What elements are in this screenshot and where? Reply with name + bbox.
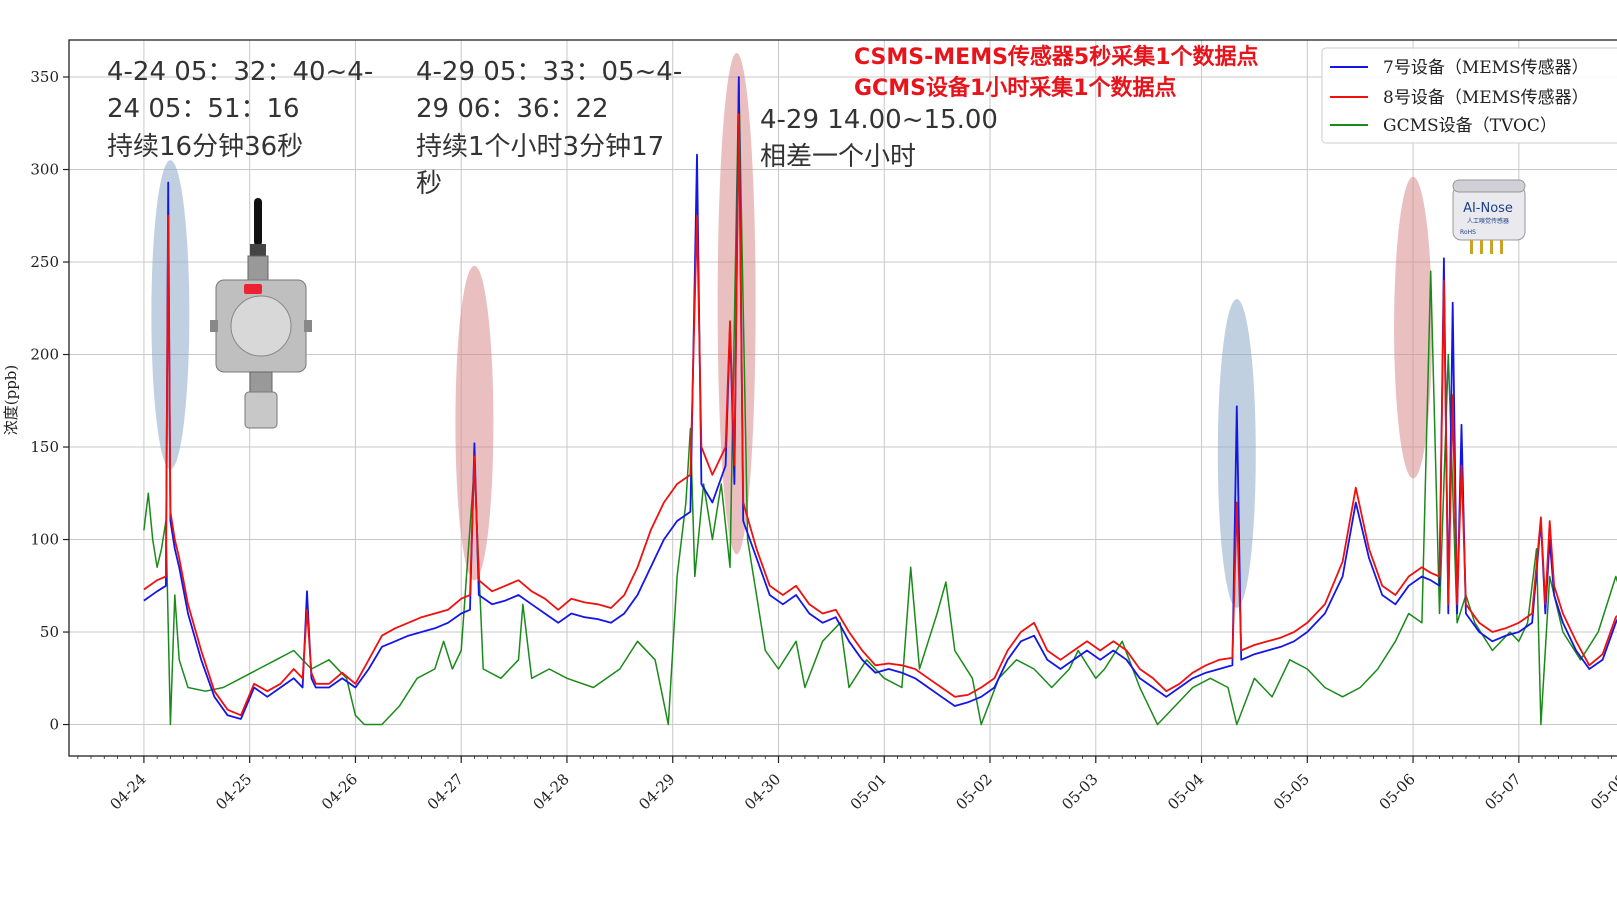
annotation-line: 秒 <box>416 169 442 199</box>
y-tick-label: 350 <box>30 68 59 86</box>
highlight-ellipse <box>1394 176 1433 479</box>
sensor-subtitle: 人工嗅觉传感器 <box>1467 217 1509 225</box>
series-line-8 <box>143 113 1617 717</box>
y-tick-label: 100 <box>30 531 59 549</box>
x-tick-label: 05-07 <box>1481 770 1524 813</box>
highlight-ellipse <box>151 160 190 470</box>
highlight-ellipses <box>151 52 1433 608</box>
sensor-rohs: RoHS <box>1460 229 1476 236</box>
legend: 7号设备（MEMS传感器） 8号设备（MEMS传感器） GCMS设备（TVOC） <box>1321 47 1617 144</box>
annotation-line: 持续1个小时3分钟17 <box>416 132 664 162</box>
y-axis-label: 浓度(ppb) <box>2 365 20 436</box>
y-tick-label: 250 <box>30 253 59 271</box>
y-tick-label: 50 <box>40 623 59 641</box>
series-line-7 <box>143 76 1617 720</box>
y-tick-label: 0 <box>49 716 59 734</box>
x-tick-label: 04-25 <box>212 770 255 813</box>
x-tick-label: 04-27 <box>424 770 467 813</box>
ai-nose-sensor-image: AI-Nose 人工嗅觉传感器 RoHS <box>1452 179 1526 254</box>
x-tick-label: 05-08 <box>1587 770 1617 813</box>
y-tick-label: 150 <box>30 438 59 456</box>
highlight-ellipse <box>455 265 494 581</box>
annotation-line: 29 06：36：22 <box>416 94 609 124</box>
legend-label-gcms: GCMS设备（TVOC） <box>1383 116 1557 136</box>
legend-box <box>1321 47 1617 144</box>
y-tick-label: 200 <box>30 346 59 364</box>
x-tick-label: 05-06 <box>1376 770 1419 813</box>
series-lines <box>143 76 1617 726</box>
x-tick-label: 04-26 <box>318 770 361 813</box>
x-tick-label: 05-02 <box>953 770 996 813</box>
annotation-event-2: 4-29 05：33：05~4- 29 06：36：22 持续1个小时3分钟17… <box>416 57 682 199</box>
annotation-line: 24 05：51：16 <box>107 94 300 124</box>
x-tick-label: 05-03 <box>1058 770 1101 813</box>
annotation-line: 4-29 05：33：05~4- <box>416 57 682 87</box>
annotation-line: 相差一个小时 <box>760 142 916 172</box>
plot-frame <box>68 39 1617 757</box>
series-line-gcms <box>143 76 1617 726</box>
annotation-line: 4-29 14.00~15.00 <box>760 105 998 135</box>
x-tick-label: 04-24 <box>106 770 149 813</box>
annotation-line: GCMS设备1小时采集1个数据点 <box>854 75 1177 101</box>
annotation-line: 持续16分钟36秒 <box>107 132 303 162</box>
annotation-event-1: 4-24 05：32：40~4- 24 05：51：16 持续16分钟36秒 <box>107 57 373 162</box>
x-tick-label: 04-29 <box>635 770 678 813</box>
annotation-line: CSMS-MEMS传感器5秒采集1个数据点 <box>854 44 1259 70</box>
sensor-brand: AI-Nose <box>1463 201 1513 216</box>
axis-ticks: 04-24 04-25 04-26 04-27 04-28 04-29 04-30 05-01… <box>30 68 1617 813</box>
y-tick-label: 300 <box>30 161 59 179</box>
x-tick-label: 05-01 <box>847 770 890 813</box>
annotation-sampling-note: CSMS-MEMS传感器5秒采集1个数据点 GCMS设备1小时采集1个数据点 <box>854 44 1259 101</box>
gas-detector-image <box>210 198 312 429</box>
annotation-event-3: 4-29 14.00~15.00 相差一个小时 <box>760 105 998 172</box>
x-tick-label: 04-30 <box>741 770 784 813</box>
x-tick-label: 05-05 <box>1270 770 1313 813</box>
annotation-line: 4-24 05：32：40~4- <box>107 57 373 87</box>
legend-label-8: 8号设备（MEMS传感器） <box>1383 88 1589 108</box>
x-tick-label: 05-04 <box>1164 770 1207 813</box>
legend-label-7: 7号设备（MEMS传感器） <box>1383 58 1589 78</box>
x-tick-label: 04-28 <box>529 770 572 813</box>
